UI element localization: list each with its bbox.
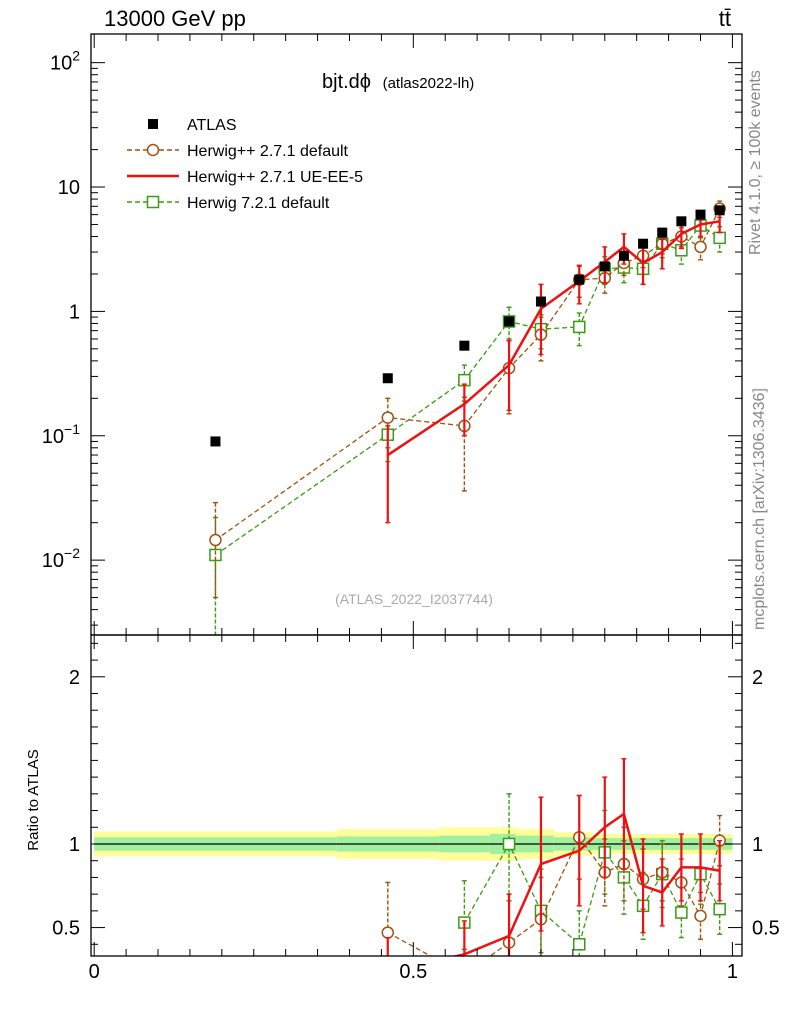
atlas-point	[210, 436, 221, 447]
herwig7_default-point	[713, 231, 726, 245]
herwig7_default-point	[675, 906, 688, 919]
main-y-tick-base: 10	[42, 550, 64, 572]
legend-atlas-marker	[148, 119, 158, 129]
rivet-version-label: Rivet 4.1.0, ≥ 100k events	[747, 70, 764, 255]
main-y-tick-base: 10	[42, 426, 64, 448]
herwig_pp_default-point	[381, 926, 395, 939]
herwig_pp_default-point	[694, 909, 707, 923]
legend: ATLAS Herwig++ 2.7.1 default Herwig++ 2.7.…	[127, 117, 363, 212]
x-tick-label: 0.5	[399, 961, 427, 983]
main-y-tick-label: 10−1	[42, 421, 80, 448]
plot-title-main: bjt.dϕ	[322, 71, 371, 93]
main-y-tick-exponent: −1	[64, 421, 80, 437]
ratio-y-tick-label-right: 2	[752, 667, 763, 689]
ratio-axis-ticks: 0.5 0.5 1 1 2 2 0 0.5 1	[52, 635, 780, 983]
herwig7_default-point	[502, 837, 516, 851]
main-y-tick-exponent: 2	[72, 48, 80, 64]
atlas-point	[657, 227, 668, 238]
x-tick-label: 0	[89, 961, 100, 983]
plot-title: bjt.dϕ (atlas2022-lh)	[322, 71, 474, 93]
herwig_pp_ueee5-line	[450, 811, 720, 956]
ratio-y-tick-label-right: 1	[752, 834, 763, 856]
legend-herwig_pp_ueee5-label: Herwig++ 2.7.1 UE-EE-5	[187, 169, 363, 186]
herwig7_default-point	[713, 902, 726, 916]
atlas-point	[599, 261, 610, 272]
ratio-y-tick-label-right: 0.5	[752, 918, 780, 940]
ratio-uncertainty-band	[94, 827, 733, 861]
legend-atlas-label: ATLAS	[187, 117, 237, 134]
atlas-point	[618, 250, 629, 261]
atlas-point	[382, 373, 393, 384]
atlas-point	[535, 296, 546, 307]
herwig_pp_default-line	[387, 836, 721, 956]
main-y-tick-base: 1	[69, 301, 80, 323]
herwig_pp_default-point	[459, 969, 470, 980]
x-tick-label: 1	[727, 961, 738, 983]
main-y-tick-exponent: −2	[64, 545, 80, 561]
ratio-y-tick-label-left: 1	[69, 834, 80, 856]
legend-herwig_pp_default-marker	[146, 143, 160, 157]
header-right-label: tt̄	[719, 6, 731, 31]
atlas-point	[714, 205, 725, 216]
main-y-tick-base: 10	[58, 177, 80, 199]
legend-herwig_pp_default-label: Herwig++ 2.7.1 default	[187, 143, 349, 160]
main-plot-series	[209, 200, 726, 635]
ratio-y-tick-label-left: 2	[69, 667, 80, 689]
ratio-y-axis-label: Ratio to ATLAS	[25, 749, 42, 850]
atlas-point	[638, 238, 649, 249]
ratio-plot-series	[381, 758, 726, 980]
mcplots-label: mcplots.cern.ch [arXiv:1306.3436]	[751, 388, 768, 630]
herwig_pp_default-point	[209, 533, 222, 547]
atlas-point	[574, 274, 585, 285]
herwig7_default-point	[573, 938, 586, 951]
main-y-tick-label: 102	[50, 48, 80, 75]
atlas-point	[459, 340, 470, 351]
atlas-point	[676, 216, 687, 227]
main-y-tick-label: 1	[69, 301, 80, 323]
main-y-tick-base: 10	[50, 53, 72, 75]
legend-herwig7_default-marker	[146, 195, 160, 209]
herwig_pp_default-point	[694, 240, 707, 254]
legend-herwig7_default-label: Herwig 7.2.1 default	[187, 195, 330, 212]
herwig7_default-point	[573, 320, 586, 334]
plot-title-sub: (atlas2022-lh)	[383, 75, 475, 92]
header-left-label: 13000 GeV pp	[104, 6, 246, 31]
ratio-plot-frame	[90, 634, 743, 957]
atlas-point	[504, 316, 515, 327]
analysis-watermark: (ATLAS_2022_I2037744)	[335, 591, 493, 607]
main-y-tick-label: 10−2	[42, 545, 80, 572]
herwig_pp_ueee5-line	[387, 220, 720, 457]
atlas-point	[695, 209, 706, 220]
herwig_pp_default-point	[381, 411, 395, 424]
main-y-tick-label: 10	[58, 177, 80, 199]
ratio-y-tick-label-left: 0.5	[52, 918, 80, 940]
